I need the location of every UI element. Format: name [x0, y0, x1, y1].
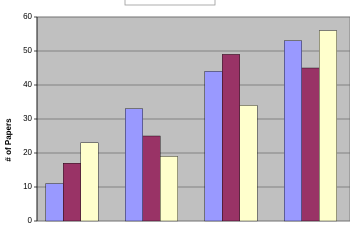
y-tick-label: 0: [28, 216, 33, 223]
chart: # of Papers 0 10 20 30 40 50 60: [4, 0, 350, 223]
y-tick-label: 20: [23, 148, 32, 157]
bar: [204, 71, 223, 222]
y-tick-label: 60: [23, 12, 32, 21]
y-tick-label: 50: [23, 46, 32, 55]
y-tick-label: 30: [23, 114, 32, 123]
bar: [222, 54, 240, 222]
bar: [125, 108, 143, 222]
bar: [45, 183, 64, 222]
bar: [142, 135, 161, 222]
bar: [239, 105, 258, 222]
bar: [319, 30, 337, 222]
bar: [284, 40, 302, 222]
y-tick-label: 10: [23, 182, 32, 191]
bar: [80, 142, 99, 222]
bar: [301, 67, 320, 222]
bar: [160, 156, 178, 222]
y-tick-label: 40: [23, 80, 32, 89]
bar: [63, 162, 81, 222]
y-axis-label: # of Papers: [4, 118, 13, 162]
legend-box: [124, 0, 216, 6]
